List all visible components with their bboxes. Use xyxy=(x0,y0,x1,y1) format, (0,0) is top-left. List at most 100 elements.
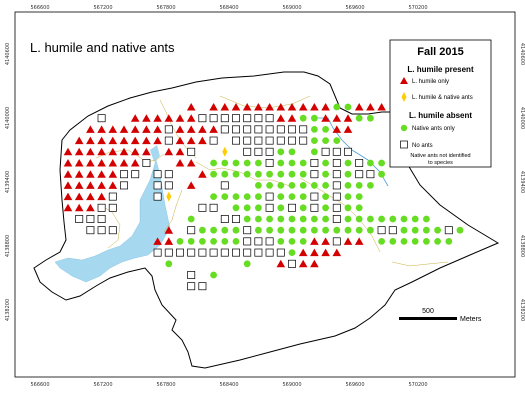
legend-title: Fall 2015 xyxy=(417,46,463,58)
native-only-marker xyxy=(423,226,430,234)
y-tick-label: 4139400 xyxy=(519,171,525,193)
humile-only-marker xyxy=(186,125,196,133)
native-only-marker xyxy=(344,103,352,111)
no-ants-marker xyxy=(332,147,341,156)
no-ants-marker xyxy=(243,114,252,123)
no-ants-marker xyxy=(232,136,240,145)
native-only-marker xyxy=(165,260,173,268)
water-body xyxy=(54,159,171,283)
native-only-marker xyxy=(210,170,218,178)
no-ants-marker xyxy=(164,248,173,257)
no-ants-marker xyxy=(332,181,341,190)
no-ants-marker xyxy=(265,203,274,212)
y-tick-label: 4138200 xyxy=(5,299,11,321)
humile-only-marker xyxy=(298,103,308,111)
no-ants-marker xyxy=(254,136,263,145)
legend-heading-present: L. humile present xyxy=(407,65,474,74)
humile-only-marker xyxy=(108,181,118,189)
humile-only-marker xyxy=(287,103,297,111)
native-only-marker xyxy=(266,170,273,178)
native-only-marker xyxy=(277,238,285,245)
no-ants-marker xyxy=(198,114,207,123)
legend-item-humile-only: L. humile only xyxy=(412,79,449,85)
native-only-marker xyxy=(322,159,329,167)
native-only-marker xyxy=(311,148,318,156)
native-only-marker xyxy=(311,114,318,122)
humile-only-marker xyxy=(119,147,129,156)
no-ants-marker xyxy=(254,114,263,123)
native-only-marker xyxy=(367,114,374,122)
trail-line xyxy=(219,95,311,109)
native-only-marker xyxy=(187,215,195,223)
native-only-marker xyxy=(434,226,441,234)
native-only-marker xyxy=(344,204,352,212)
native-only-marker xyxy=(333,103,341,111)
humile-only-marker xyxy=(242,103,252,111)
humile-only-marker xyxy=(186,103,196,111)
no-ants-marker xyxy=(265,114,274,123)
humile-only-marker xyxy=(343,114,353,122)
x-tick-label: 569000 xyxy=(282,382,301,388)
no-ants-marker xyxy=(209,248,218,257)
native-only-marker xyxy=(389,238,397,245)
humile-only-marker xyxy=(332,114,342,122)
native-only-marker xyxy=(344,159,352,167)
humile-only-marker xyxy=(63,170,73,178)
humile-only-marker xyxy=(164,226,174,234)
y-tick-label: 4138800 xyxy=(5,235,11,257)
humile-only-marker xyxy=(86,159,95,167)
native-only-marker xyxy=(243,260,251,268)
native-only-marker xyxy=(299,226,307,234)
native-only-marker xyxy=(277,226,285,234)
legend-heading-absent: L. humile absent xyxy=(409,111,472,120)
scale-bar-unit: Meters xyxy=(460,316,482,323)
no-ants-marker xyxy=(265,248,274,257)
triangle-symbol-icon xyxy=(400,77,408,84)
native-only-marker xyxy=(322,170,329,178)
humile-only-marker xyxy=(209,103,218,111)
no-ants-marker xyxy=(366,170,375,179)
native-only-marker xyxy=(344,182,352,189)
humile-only-marker xyxy=(74,136,84,145)
x-tick-label: 569600 xyxy=(345,382,364,388)
no-ants-marker xyxy=(332,215,341,223)
native-only-marker xyxy=(288,170,296,178)
humile-only-marker xyxy=(332,248,342,257)
native-only-marker xyxy=(221,170,229,178)
no-ants-marker xyxy=(243,248,252,257)
humile-only-marker xyxy=(186,159,196,167)
no-ants-marker xyxy=(310,203,319,212)
native-only-marker xyxy=(232,226,240,234)
no-ants-marker xyxy=(232,125,240,134)
humile-native-marker xyxy=(166,191,172,202)
map-frame xyxy=(14,11,516,378)
native-only-marker xyxy=(299,170,307,178)
no-ants-marker xyxy=(299,136,308,145)
humile-only-marker xyxy=(97,147,106,156)
no-ants-marker xyxy=(276,125,285,134)
native-only-marker xyxy=(322,125,329,133)
native-only-marker xyxy=(355,193,363,201)
no-ants-marker xyxy=(86,226,95,235)
no-ants-marker xyxy=(377,226,386,235)
native-only-marker xyxy=(232,193,240,201)
no-ants-marker xyxy=(142,159,151,167)
native-only-marker xyxy=(299,159,307,167)
no-ants-marker xyxy=(332,203,341,212)
humile-only-marker xyxy=(119,125,129,133)
native-only-marker xyxy=(176,238,184,245)
native-only-marker xyxy=(210,238,218,245)
humile-only-marker xyxy=(86,192,95,201)
no-ants-marker xyxy=(310,159,319,167)
humile-only-marker xyxy=(74,147,84,156)
stream-line xyxy=(318,117,389,187)
no-ants-marker xyxy=(220,215,229,223)
humile-only-marker xyxy=(175,147,185,156)
no-ants-marker xyxy=(97,226,106,235)
humile-only-marker xyxy=(108,147,118,156)
no-ants-marker xyxy=(344,147,352,156)
native-only-marker xyxy=(277,193,285,201)
humile-only-marker xyxy=(130,125,140,133)
humile-only-marker xyxy=(220,103,230,111)
